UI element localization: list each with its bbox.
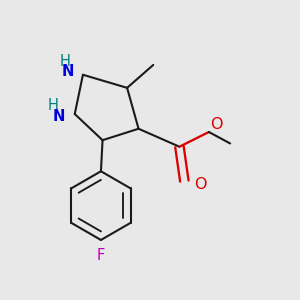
Text: H: H bbox=[59, 54, 70, 69]
Text: F: F bbox=[97, 248, 105, 263]
Text: O: O bbox=[211, 117, 223, 132]
Text: N: N bbox=[52, 109, 64, 124]
Text: O: O bbox=[194, 177, 207, 192]
Text: H: H bbox=[48, 98, 59, 113]
Text: N: N bbox=[62, 64, 74, 79]
